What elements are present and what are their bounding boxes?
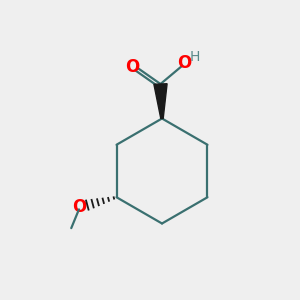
- Polygon shape: [154, 84, 167, 118]
- Text: O: O: [177, 54, 191, 72]
- Text: O: O: [124, 58, 139, 76]
- Text: H: H: [190, 50, 200, 64]
- Text: O: O: [72, 198, 86, 216]
